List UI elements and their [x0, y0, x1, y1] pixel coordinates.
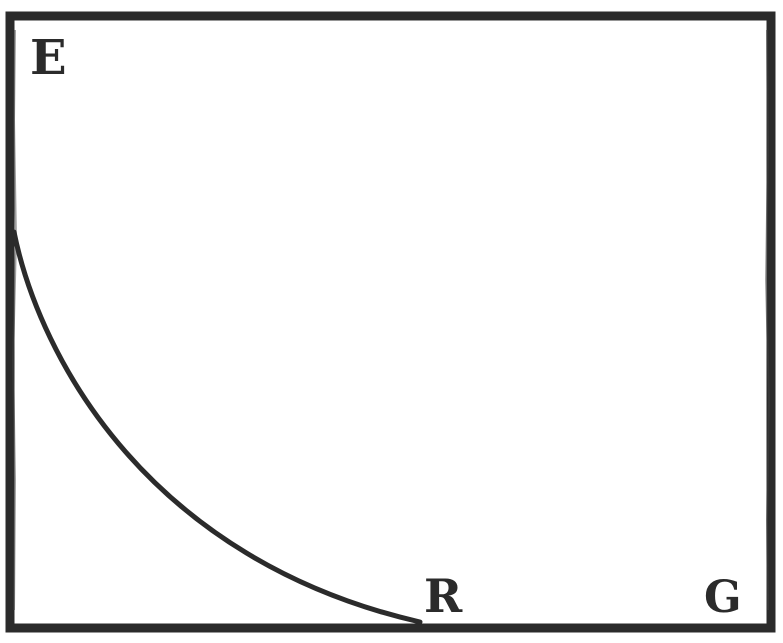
label-g: G: [704, 572, 742, 623]
label-r: R: [424, 569, 463, 623]
quarter-arc: [11, 229, 423, 625]
frame-texture-left: [11, 29, 18, 611]
outer-frame: [5, 11, 776, 633]
frame-texture-right: [764, 29, 771, 611]
label-e: E: [30, 30, 67, 86]
